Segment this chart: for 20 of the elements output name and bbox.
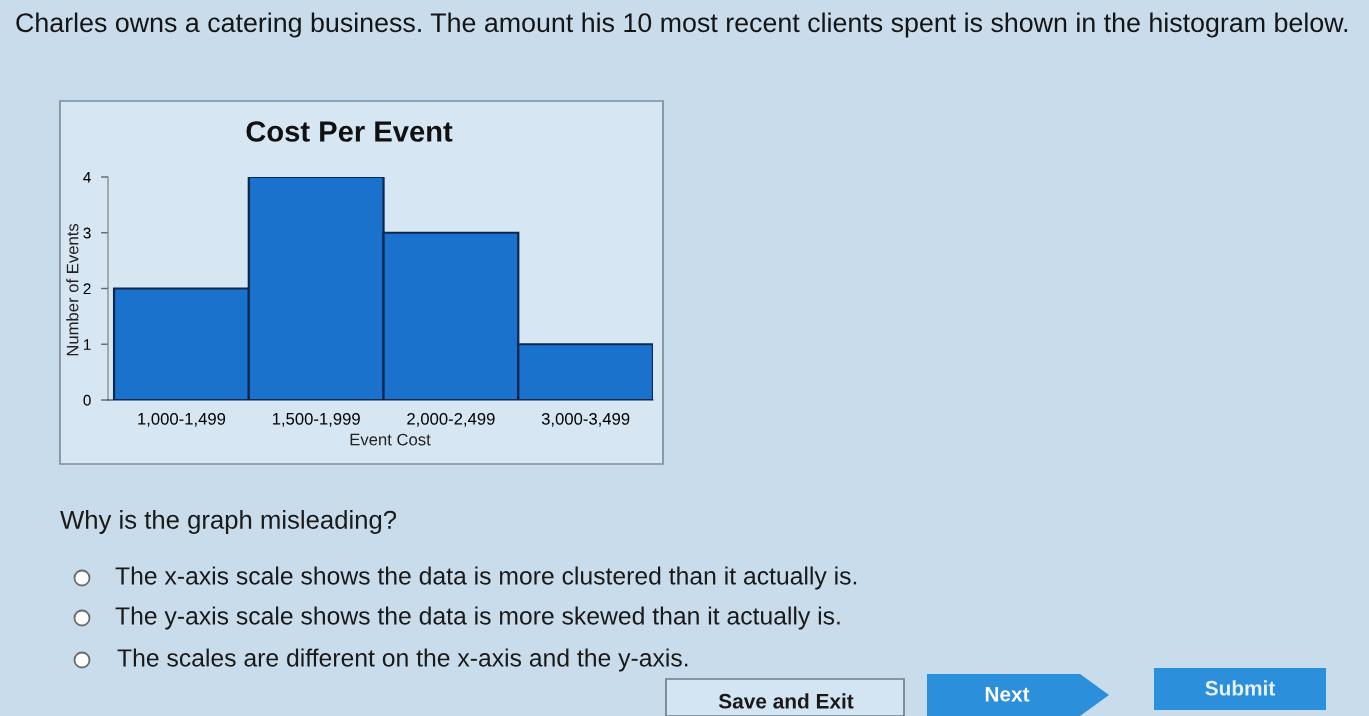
text: Save and Exit	[718, 693, 854, 709]
x-axis-title: Event Cost	[350, 433, 431, 446]
text: Why is the graph misleading?	[60, 510, 397, 534]
chart-title: Cost Per Event	[246, 121, 453, 142]
y-tick-label: 2	[83, 283, 91, 295]
y-axis-title: Number of Events	[66, 223, 79, 356]
y-tick-label: 4	[83, 172, 91, 183]
text: The y-axis scale shows the data is more skewed than it actually is.	[115, 606, 840, 630]
text: Submit	[1205, 680, 1276, 696]
x-tick-label: 2,000-2,499	[407, 412, 495, 427]
y-tick-label: 3	[83, 227, 91, 239]
y-tick-label: 1	[84, 339, 91, 350]
x-tick-label: 1,500-1,999	[272, 412, 360, 427]
y-tick-label: 0	[83, 394, 91, 406]
x-tick-label: 1,000-1,499	[138, 412, 226, 427]
text: The scales are different on the x-axis and the y-axis.	[117, 648, 688, 672]
x-tick-label: 3,000-3,499	[541, 412, 630, 427]
text: The x-axis scale shows the data is more clustered than it actually is.	[115, 566, 857, 590]
text: Charles owns a catering business. The amount his 10 most recent clients spent is shown in the histogram below.	[16, 12, 1348, 38]
text: Next	[985, 687, 1030, 702]
